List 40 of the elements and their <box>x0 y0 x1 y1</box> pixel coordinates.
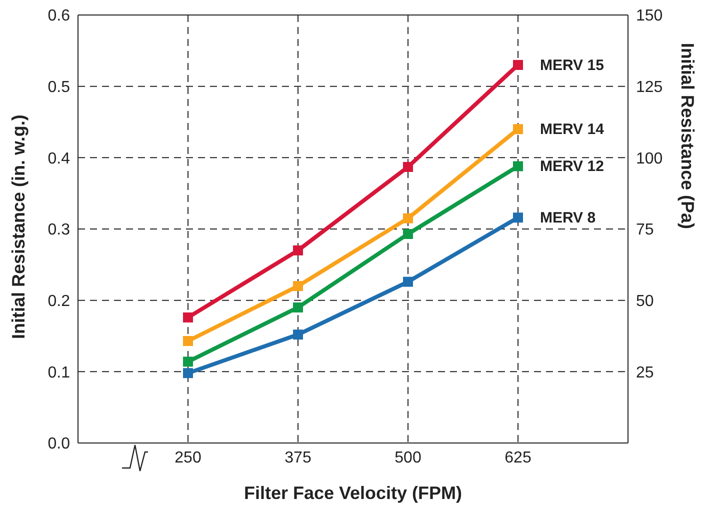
point <box>403 228 413 239</box>
point <box>513 124 523 134</box>
point <box>183 312 193 322</box>
y-tick-label: 0.6 <box>48 8 70 25</box>
y-axis-title: Initial Resistance (in. w.g.) <box>8 114 28 339</box>
point <box>513 161 523 172</box>
point <box>183 336 193 346</box>
x-tick-label: 625 <box>504 449 532 466</box>
x-axis-title: Filter Face Velocity (FPM) <box>244 483 462 503</box>
y2-tick-label: 25 <box>636 364 654 382</box>
y2-axis-title: Initial Resistance (Pa) <box>678 42 698 229</box>
point <box>293 330 303 340</box>
y-tick-label: 0.3 <box>48 222 70 239</box>
point <box>403 162 413 172</box>
point <box>183 368 193 378</box>
series-label: MERV 12 <box>540 158 604 176</box>
point <box>513 60 523 70</box>
y2-tick-label: 100 <box>636 150 663 168</box>
series-label: MERV 8 <box>540 210 596 227</box>
y-tick-label: 0.2 <box>48 293 70 310</box>
point <box>183 356 193 367</box>
point <box>293 281 303 292</box>
y2-tick-label: 125 <box>636 79 663 96</box>
y-tick-label: 0.4 <box>48 150 70 168</box>
point <box>513 212 523 223</box>
y2-tick-label: 50 <box>636 293 654 310</box>
point <box>293 245 303 256</box>
y-tick-label: 0.1 <box>48 364 70 382</box>
point <box>293 302 303 312</box>
y2-tick-label: 75 <box>636 222 654 239</box>
series-label: MERV 15 <box>540 56 604 74</box>
y-tick-label: 0.5 <box>48 79 70 96</box>
point <box>403 213 413 224</box>
x-tick-label: 375 <box>284 449 312 466</box>
series-label: MERV 14 <box>540 121 605 138</box>
point <box>403 276 413 287</box>
x-tick-label: 250 <box>174 449 202 466</box>
y-tick-label: 0.0 <box>48 436 70 453</box>
y2-tick-label: 150 <box>636 8 663 25</box>
x-tick-label: 500 <box>394 449 422 466</box>
